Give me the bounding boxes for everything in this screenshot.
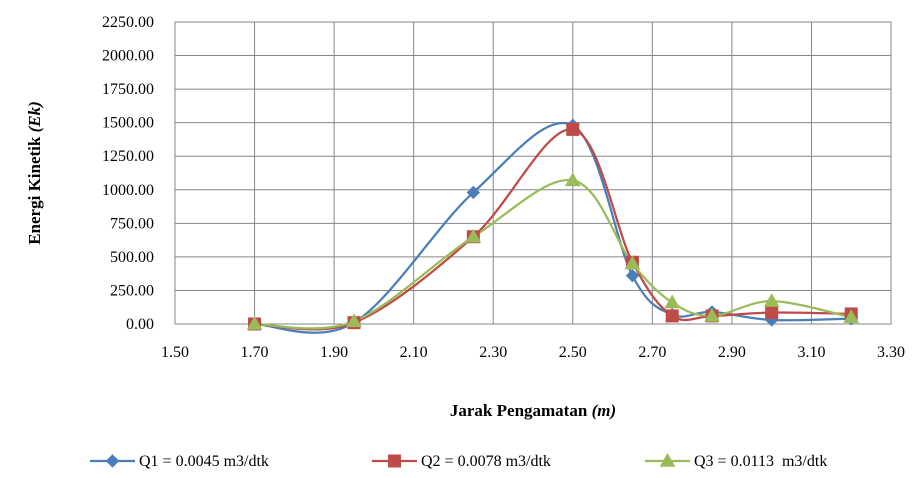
data-point-q3 <box>664 294 681 309</box>
y-tick-label: 750.00 <box>110 215 154 232</box>
x-tick-label: 3.30 <box>877 344 905 361</box>
legend-label: Q1 = 0.0045 m3/dtk <box>139 453 269 470</box>
legend-item-q1: Q1 = 0.0045 m3/dtk <box>90 453 269 470</box>
legend-item-q3: Q3 = 0.0113 m3/dtk <box>645 452 827 470</box>
y-tick-label: 2000.00 <box>102 48 154 65</box>
legend-item-q2: Q2 = 0.0078 m3/dtk <box>372 453 551 470</box>
x-tick-label: 2.90 <box>718 344 746 361</box>
series-line-q2 <box>254 128 852 331</box>
legend-marker <box>659 452 676 467</box>
x-tick-label: 2.50 <box>559 344 587 361</box>
data-point-q3 <box>704 307 720 322</box>
y-tick-label: 1750.00 <box>102 81 154 98</box>
data-point-q3 <box>346 313 362 328</box>
y-tick-label: 500.00 <box>110 249 154 266</box>
y-tick-label: 1250.00 <box>102 148 154 165</box>
data-point-q3 <box>465 228 482 243</box>
series-line-q3 <box>254 178 852 330</box>
y-tick-label: 0.00 <box>126 316 154 333</box>
data-point-q3 <box>624 255 641 270</box>
x-tick-label: 2.70 <box>638 344 666 361</box>
data-point-q3 <box>763 293 780 307</box>
data-point-q2 <box>665 309 679 323</box>
legend-label: Q2 = 0.0078 m3/dtk <box>421 453 551 470</box>
data-point-q2 <box>566 122 580 136</box>
x-tick-label: 3.10 <box>797 344 825 361</box>
x-tick-label: 2.30 <box>479 344 507 361</box>
data-point-q3 <box>564 172 581 187</box>
legend-marker <box>105 454 120 468</box>
y-tick-label: 2250.00 <box>102 14 154 31</box>
x-axis-title: Jarak Pengamatan (m) <box>450 401 616 420</box>
plot-area <box>174 21 892 325</box>
x-tick-label: 1.90 <box>320 344 348 361</box>
x-tick-label: 1.70 <box>241 344 269 361</box>
data-point-q2 <box>765 306 779 320</box>
legend-label: Q3 = 0.0113 m3/dtk <box>694 453 827 470</box>
data-point-q3 <box>246 315 263 330</box>
data-point-q1 <box>466 185 481 200</box>
y-tick-label: 1000.00 <box>102 182 154 199</box>
y-tick-label: 250.00 <box>110 282 154 299</box>
data-point-q1 <box>625 268 640 283</box>
x-tick-label: 2.10 <box>400 344 428 361</box>
data-point-q3 <box>843 309 860 324</box>
y-axis-title: Energi Kinetik (Ek) <box>25 101 44 245</box>
y-tick-label: 1500.00 <box>102 115 154 132</box>
legend-marker <box>388 454 401 468</box>
x-tick-label: 1.50 <box>161 344 189 361</box>
